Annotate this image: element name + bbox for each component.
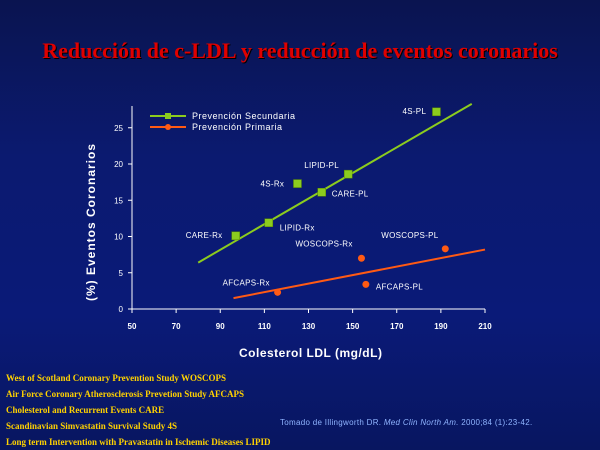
point-care-pl: [317, 188, 326, 197]
label-woscops-rx: WOSCOPS-Rx: [295, 239, 352, 248]
point-lipid-rx: [264, 218, 274, 227]
x-tick-label: 70: [172, 322, 181, 331]
point-woscops-rx: [357, 254, 365, 262]
point-care-rx: [231, 231, 240, 241]
x-tick-label: 110: [258, 322, 271, 331]
y-axis-label: (%) Eventos Coronarios: [84, 142, 98, 302]
point-4s-rx: [293, 179, 302, 188]
trend-lines: [197, 102, 486, 300]
label-4s-rx: 4S-Rx: [260, 180, 284, 189]
footnote-woscops: West of Scotland Coronary Prevention Stu…: [6, 373, 227, 383]
source-suffix: 2000;84 (1):23-42.: [458, 418, 533, 427]
source-journal: Med Clin North Am.: [383, 418, 459, 427]
point-labels: 4S-PL LIPID-PL 4S-Rx CARE-PL LIPID-Rx CARE-Rx…: [186, 107, 439, 292]
point-afcaps-rx: [274, 288, 282, 296]
legend-swatch-secundaria: [150, 111, 186, 121]
legend-label-primaria: Prevención Primaria: [192, 121, 283, 132]
x-tick-label: 50: [128, 322, 137, 331]
point-woscops-pl: [441, 245, 449, 253]
footnote-4s: Scandinavian Simvastatin Survival Study …: [6, 421, 178, 431]
chart-legend: Prevención Secundaria Prevención Primari…: [150, 110, 296, 132]
study-footnotes: West of Scotland Coronary Prevention Stu…: [6, 370, 271, 450]
y-tick-label: 25: [114, 124, 123, 133]
label-care-rx: CARE-Rx: [186, 231, 223, 240]
data-points: [231, 107, 449, 296]
label-lipid-rx: LIPID-Rx: [280, 224, 315, 233]
label-lipid-pl: LIPID-PL: [304, 161, 339, 170]
source-prefix: Tomado de Illingworth DR.: [280, 418, 384, 427]
label-4s-pl: 4S-PL: [402, 107, 426, 116]
x-tick-label: 190: [434, 322, 448, 331]
y-tick-label: 0: [119, 305, 124, 314]
y-tick-label: 10: [114, 233, 123, 242]
point-afcaps-pl: [362, 280, 370, 288]
slide-title: Reducción de c-LDL y reducción de evento…: [42, 38, 558, 63]
label-afcaps-rx: AFCAPS-Rx: [223, 278, 270, 287]
point-lipid-pl: [343, 169, 353, 179]
x-tick-label: 130: [302, 322, 316, 331]
legend-label-secundaria: Prevención Secundaria: [192, 110, 296, 121]
legend-item-secundaria: Prevención Secundaria: [150, 110, 296, 121]
footnote-care: Cholesterol and Recurrent Events CARE: [6, 405, 165, 415]
y-tick-label: 15: [114, 196, 123, 205]
label-woscops-pl: WOSCOPS-PL: [381, 231, 438, 240]
footnote-lipid: Long term Intervention with Pravastatin …: [6, 437, 271, 447]
legend-item-primaria: Prevención Primaria: [150, 121, 296, 132]
trend-line-secundaria: [197, 102, 473, 264]
source-citation: Tomado de Illingworth DR. Med Clin North…: [280, 418, 533, 427]
y-tick-label: 20: [114, 160, 123, 169]
footnote-afcaps: Air Force Coronary Atherosclerosis Preve…: [6, 389, 244, 399]
chart-axes: 50 70 90 110 130 150 170 190 210 0 5 10 15 20 25: [114, 106, 492, 331]
x-tick-label: 90: [216, 322, 225, 331]
x-tick-label: 210: [478, 322, 492, 331]
x-axis-label: Colesterol LDL (mg/dL): [239, 346, 383, 360]
point-4s-pl: [432, 107, 441, 117]
label-care-pl: CARE-PL: [332, 189, 369, 198]
x-tick-label: 170: [390, 322, 404, 331]
label-afcaps-pl: AFCAPS-PL: [376, 282, 423, 291]
legend-swatch-primaria: [150, 122, 186, 132]
x-tick-label: 150: [346, 322, 360, 331]
y-tick-label: 5: [119, 269, 124, 278]
